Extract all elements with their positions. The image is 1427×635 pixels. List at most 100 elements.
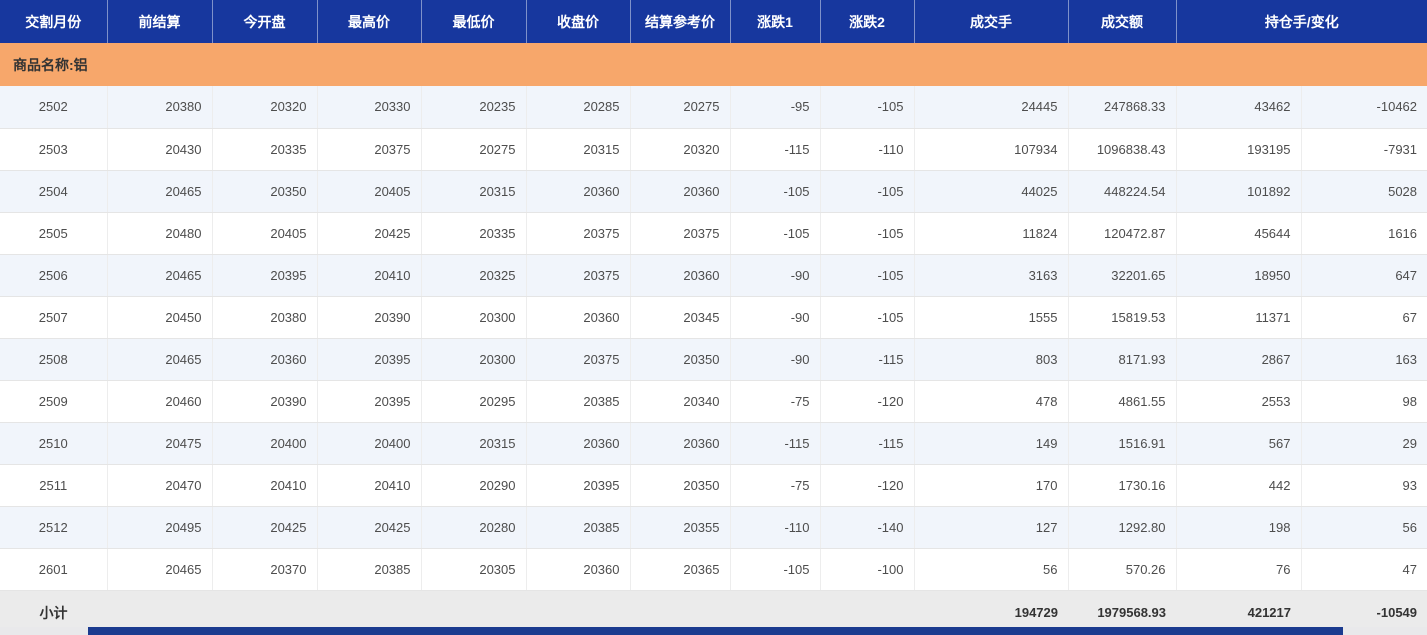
value-cell: 20375 [317, 128, 422, 171]
value-cell: 20340 [630, 380, 731, 423]
value-cell: -105 [820, 296, 915, 339]
value-cell: -100 [820, 548, 915, 591]
value-cell: 20375 [526, 254, 631, 297]
table-row[interactable]: 2510 20475 20400 20400 20315 20360 20360 -115 -1… [0, 422, 1427, 465]
value-cell: 20375 [630, 212, 731, 255]
value-cell: 193195 [1176, 128, 1302, 171]
delivery-month-cell: 2507 [0, 296, 108, 339]
value-cell: 20320 [212, 86, 318, 129]
value-cell: 163 [1301, 338, 1427, 381]
value-cell: 43462 [1176, 86, 1302, 129]
value-cell: 56 [1301, 506, 1427, 549]
value-cell: 478 [914, 380, 1069, 423]
value-cell: 20465 [107, 548, 213, 591]
value-cell: 20370 [212, 548, 318, 591]
value-cell: 20365 [630, 548, 731, 591]
value-cell: 20335 [212, 128, 318, 171]
value-cell: -115 [730, 422, 821, 465]
horizontal-scrollbar-track[interactable] [0, 627, 1427, 635]
value-cell: 18950 [1176, 254, 1302, 297]
commodity-group-row: 商品名称:铝 [0, 43, 1427, 86]
value-cell: -120 [820, 380, 915, 423]
value-cell: 127 [914, 506, 1069, 549]
value-cell: 32201.65 [1068, 254, 1177, 297]
value-cell: 20360 [526, 548, 631, 591]
value-cell: 20410 [212, 464, 318, 507]
value-cell: 20385 [526, 380, 631, 423]
value-cell: -120 [820, 464, 915, 507]
value-cell: 1292.80 [1068, 506, 1177, 549]
table-row[interactable]: 2507 20450 20380 20390 20300 20360 20345 -90 -10… [0, 296, 1427, 339]
commodity-name-label: 商品名称:铝 [0, 43, 1427, 86]
table-header: 交割月份 前结算 今开盘 最高价 最低价 收盘价 结算参考价 涨跌1 涨跌2 成交手 成交额 持仓手/… [0, 0, 1427, 43]
delivery-month-cell: 2502 [0, 86, 108, 129]
delivery-month-cell: 2503 [0, 128, 108, 171]
table-row[interactable]: 2508 20465 20360 20395 20300 20375 20350 -90 -11… [0, 338, 1427, 381]
value-cell: -105 [820, 254, 915, 297]
value-cell: -75 [730, 380, 821, 423]
value-cell: 448224.54 [1068, 170, 1177, 213]
value-cell: -115 [730, 128, 821, 171]
value-cell: 20360 [630, 254, 731, 297]
table-header-row: 交割月份 前结算 今开盘 最高价 最低价 收盘价 结算参考价 涨跌1 涨跌2 成交手 成交额 持仓手/… [0, 0, 1427, 43]
value-cell: 4861.55 [1068, 380, 1177, 423]
value-cell: 20360 [630, 422, 731, 465]
value-cell: 20360 [212, 338, 318, 381]
value-cell: -10462 [1301, 86, 1427, 129]
value-cell: 20235 [421, 86, 527, 129]
value-cell: 20375 [526, 212, 631, 255]
horizontal-scrollbar-thumb[interactable] [88, 627, 1343, 635]
value-cell: 20380 [212, 296, 318, 339]
value-cell: -105 [820, 86, 915, 129]
delivery-month-cell: 2510 [0, 422, 108, 465]
value-cell: 107934 [914, 128, 1069, 171]
value-cell: 1616 [1301, 212, 1427, 255]
table-row[interactable]: 2503 20430 20335 20375 20275 20315 20320 -115 -1… [0, 128, 1427, 171]
value-cell: 15819.53 [1068, 296, 1177, 339]
value-cell: 20285 [526, 86, 631, 129]
value-cell: 20360 [526, 296, 631, 339]
value-cell: 93 [1301, 464, 1427, 507]
value-cell: 20280 [421, 506, 527, 549]
value-cell: -90 [730, 338, 821, 381]
value-cell: 20385 [317, 548, 422, 591]
value-cell: -105 [820, 212, 915, 255]
table-row[interactable]: 2512 20495 20425 20425 20280 20385 20355 -110 -1… [0, 506, 1427, 549]
value-cell: -115 [820, 338, 915, 381]
value-cell: 120472.87 [1068, 212, 1177, 255]
value-cell: 20315 [421, 422, 527, 465]
value-cell: -110 [730, 506, 821, 549]
table-row[interactable]: 2505 20480 20405 20425 20335 20375 20375 -105 -1… [0, 212, 1427, 255]
value-cell: 1096838.43 [1068, 128, 1177, 171]
value-cell: 20350 [630, 464, 731, 507]
value-cell: 20290 [421, 464, 527, 507]
column-header-0: 交割月份 [0, 0, 108, 43]
value-cell: 20375 [526, 338, 631, 381]
table-row[interactable]: 2504 20465 20350 20405 20315 20360 20360 -105 -1… [0, 170, 1427, 213]
value-cell: 45644 [1176, 212, 1302, 255]
value-cell: 647 [1301, 254, 1427, 297]
value-cell: 20315 [526, 128, 631, 171]
value-cell: -105 [730, 170, 821, 213]
delivery-month-cell: 2508 [0, 338, 108, 381]
table-row[interactable]: 2502 20380 20320 20330 20235 20285 20275 -95 -10… [0, 86, 1427, 129]
table-row[interactable]: 2511 20470 20410 20410 20290 20395 20350 -75 -12… [0, 464, 1427, 507]
value-cell: 20355 [630, 506, 731, 549]
table-row[interactable]: 2601 20465 20370 20385 20305 20360 20365 -105 -1… [0, 548, 1427, 591]
delivery-month-cell: 2506 [0, 254, 108, 297]
delivery-month-cell: 2511 [0, 464, 108, 507]
value-cell: 567 [1176, 422, 1302, 465]
table-row[interactable]: 2506 20465 20395 20410 20325 20375 20360 -90 -10… [0, 254, 1427, 297]
value-cell: 44025 [914, 170, 1069, 213]
delivery-month-cell: 2512 [0, 506, 108, 549]
value-cell: 198 [1176, 506, 1302, 549]
value-cell: 20275 [421, 128, 527, 171]
value-cell: 20400 [212, 422, 318, 465]
value-cell: -75 [730, 464, 821, 507]
value-cell: 20465 [107, 338, 213, 381]
value-cell: 20390 [212, 380, 318, 423]
value-cell: -105 [730, 548, 821, 591]
table-row[interactable]: 2509 20460 20390 20395 20295 20385 20340 -75 -12… [0, 380, 1427, 423]
value-cell: 2553 [1176, 380, 1302, 423]
value-cell: 20395 [526, 464, 631, 507]
